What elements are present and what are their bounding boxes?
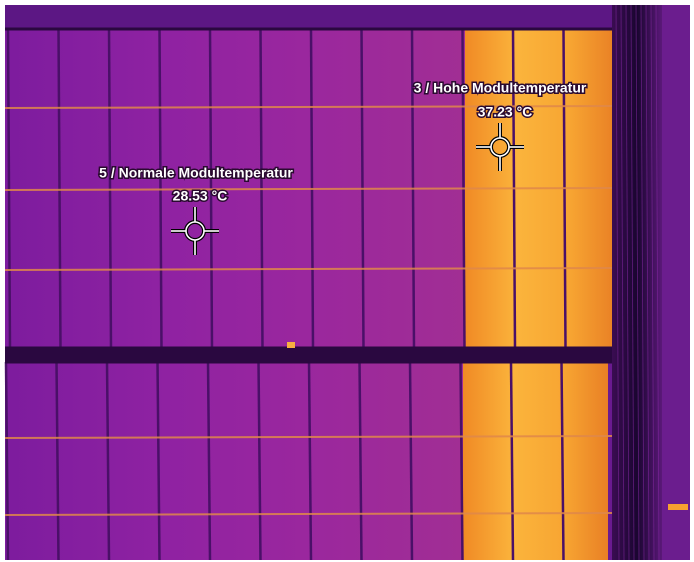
marker-label: 3 / Hohe Modultemperatur: [414, 80, 587, 96]
marker-temperature: 37.23 °C: [478, 104, 533, 120]
marker-temperature: 28.53 °C: [173, 188, 228, 204]
hot-panels-bottom: [463, 362, 608, 560]
array-gap: [5, 348, 615, 362]
right-edge: [662, 5, 690, 560]
top-edge: [5, 5, 615, 29]
hot-spot: [668, 504, 688, 510]
hot-spot: [287, 342, 295, 348]
thermal-image: 5 / Normale Modultemperatur 28.53 °C 3 / H…: [0, 0, 694, 562]
panel-array-bottom: [5, 362, 463, 560]
dark-strip: [612, 5, 662, 560]
marker-label: 5 / Normale Modultemperatur: [99, 165, 293, 181]
